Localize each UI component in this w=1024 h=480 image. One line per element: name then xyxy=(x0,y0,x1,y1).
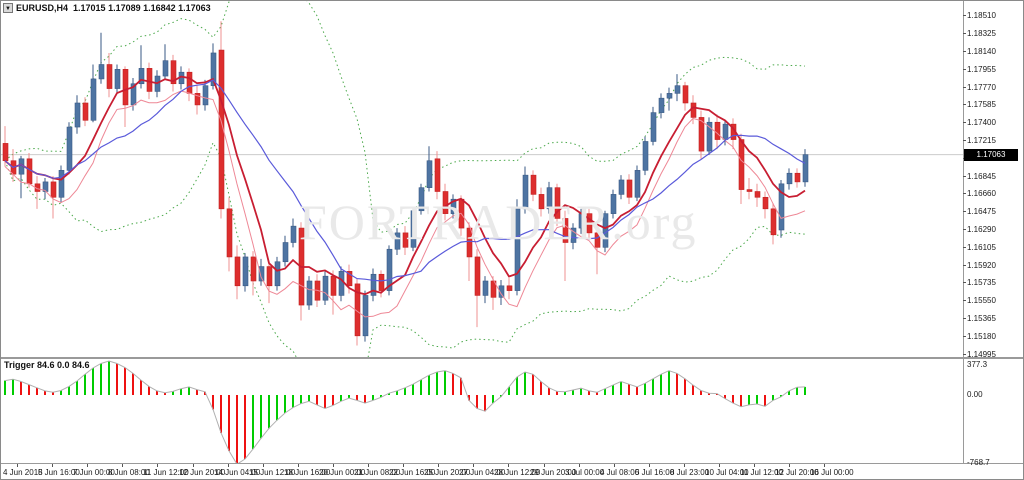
time-tick-label: 8 Jul 23:00 xyxy=(670,468,710,477)
price-tick-label: 1.16660 xyxy=(967,189,996,198)
time-tick-label: 16 Jul 00:00 xyxy=(810,468,854,477)
price-tick-label: 1.17585 xyxy=(967,100,996,109)
price-tick-label: 1.15920 xyxy=(967,261,996,270)
chart-title: EURUSD,H4 1.17015 1.17089 1.16842 1.1706… xyxy=(16,3,211,13)
time-tick xyxy=(193,464,194,467)
time-tick-label: 11 Jun 12:00 xyxy=(143,468,189,477)
time-tick-label: 12 Jun 20:00 xyxy=(179,468,226,477)
time-tick xyxy=(649,464,650,467)
time-tick-label: 7 Jun 00:00 xyxy=(73,468,115,477)
price-tick-label: 1.18510 xyxy=(967,11,996,20)
indicator-axis-min: -768.7 xyxy=(967,458,990,467)
price-tick-label: 1.15735 xyxy=(967,278,996,287)
time-tick xyxy=(614,464,615,467)
chart-title-ohlc: 1.17015 1.17089 1.16842 1.17063 xyxy=(73,3,211,13)
time-tick-label: 4 Jul 08:00 xyxy=(600,468,640,477)
price-tick-label: 1.15550 xyxy=(967,296,996,305)
price-tick-label: 1.15365 xyxy=(967,314,996,323)
time-tick-label: 15 Jun 12:00 xyxy=(249,468,296,477)
time-tick xyxy=(298,464,299,467)
time-tick xyxy=(333,464,334,467)
time-tick xyxy=(403,464,404,467)
indicator-label: Trigger 84.6 0.0 84.6 xyxy=(4,360,90,370)
watermark: FORTRADER.org xyxy=(299,194,698,250)
price-tick-label: 1.18140 xyxy=(967,47,996,56)
indicator-axis-max: 377.3 xyxy=(967,360,988,369)
time-tick-label: 28 Jun 12:00 xyxy=(494,468,541,477)
symbol-marker-icon[interactable]: ▼ xyxy=(3,3,13,13)
price-tick-label: 1.16845 xyxy=(967,172,996,181)
price-tick-label: 1.17215 xyxy=(967,136,996,145)
time-tick-label: 22 Jun 16:00 xyxy=(389,468,436,477)
chart-title-symbol: EURUSD,H4 xyxy=(16,3,69,13)
time-tick xyxy=(754,464,755,467)
price-tick-label: 1.17400 xyxy=(967,118,996,127)
time-tick xyxy=(157,464,158,467)
price-tick-label: 1.17770 xyxy=(967,83,996,92)
price-tick-label: 1.16475 xyxy=(967,207,996,216)
time-tick xyxy=(544,464,545,467)
price-axis-border xyxy=(963,1,964,463)
pane-separator[interactable] xyxy=(1,357,1023,359)
time-tick xyxy=(52,464,53,467)
time-tick-label: 14 Jun 04:00 xyxy=(214,468,261,477)
time-tick-label: 21 Jun 08:00 xyxy=(354,468,401,477)
time-tick xyxy=(508,464,509,467)
time-axis[interactable]: 4 Jun 2018 5 Jun 16:00 7 Jun 00:00 8 Jun 08… xyxy=(1,464,1023,479)
price-tick-label: 1.16290 xyxy=(967,225,996,234)
time-tick xyxy=(824,464,825,467)
time-tick xyxy=(87,464,88,467)
time-tick xyxy=(17,464,18,467)
time-axis-border xyxy=(1,463,1023,464)
time-tick xyxy=(228,464,229,467)
indicator-axis-zero: 0.00 xyxy=(967,390,983,399)
time-tick-label: 29 Jun 20:00 xyxy=(530,468,577,477)
time-tick-label: 27 Jun 04:00 xyxy=(459,468,506,477)
time-tick xyxy=(122,464,123,467)
time-tick xyxy=(684,464,685,467)
time-tick xyxy=(579,464,580,467)
price-tick-label: 1.15180 xyxy=(967,332,996,341)
trigger-envelope-line xyxy=(4,360,806,463)
price-tick-label: 1.17955 xyxy=(967,65,996,74)
main-chart-canvas[interactable] xyxy=(1,1,963,357)
time-tick-label: 25 Jun 20:00 xyxy=(424,468,471,477)
time-tick-label: 5 Jun 16:00 xyxy=(38,468,80,477)
time-tick-label: 5 Jul 16:00 xyxy=(635,468,675,477)
indicator-chart-canvas[interactable] xyxy=(1,359,963,463)
time-tick-label: 20 Jun 00:00 xyxy=(319,468,366,477)
ma-slow-line xyxy=(4,79,806,282)
price-tick-label: 1.16105 xyxy=(967,243,996,252)
time-tick-label: 12 Jul 20:00 xyxy=(775,468,819,477)
price-tick-label: 1.18325 xyxy=(967,29,996,38)
candles xyxy=(2,21,809,346)
time-tick xyxy=(719,464,720,467)
time-tick-label: 8 Jun 08:00 xyxy=(108,468,150,477)
time-tick-label: 4 Jun 2018 xyxy=(3,468,43,477)
time-tick-label: 18 Jun 16:00 xyxy=(284,468,331,477)
time-tick xyxy=(438,464,439,467)
time-tick xyxy=(263,464,264,467)
time-tick-label: 10 Jul 04:00 xyxy=(705,468,749,477)
time-tick-label: 11 Jul 12:00 xyxy=(740,468,783,477)
time-tick-label: 3 Jul 00:00 xyxy=(565,468,605,477)
ma-low-line xyxy=(4,90,806,318)
time-tick xyxy=(368,464,369,467)
time-tick xyxy=(789,464,790,467)
current-price-badge: 1.17063 xyxy=(964,149,1018,161)
time-tick xyxy=(473,464,474,467)
